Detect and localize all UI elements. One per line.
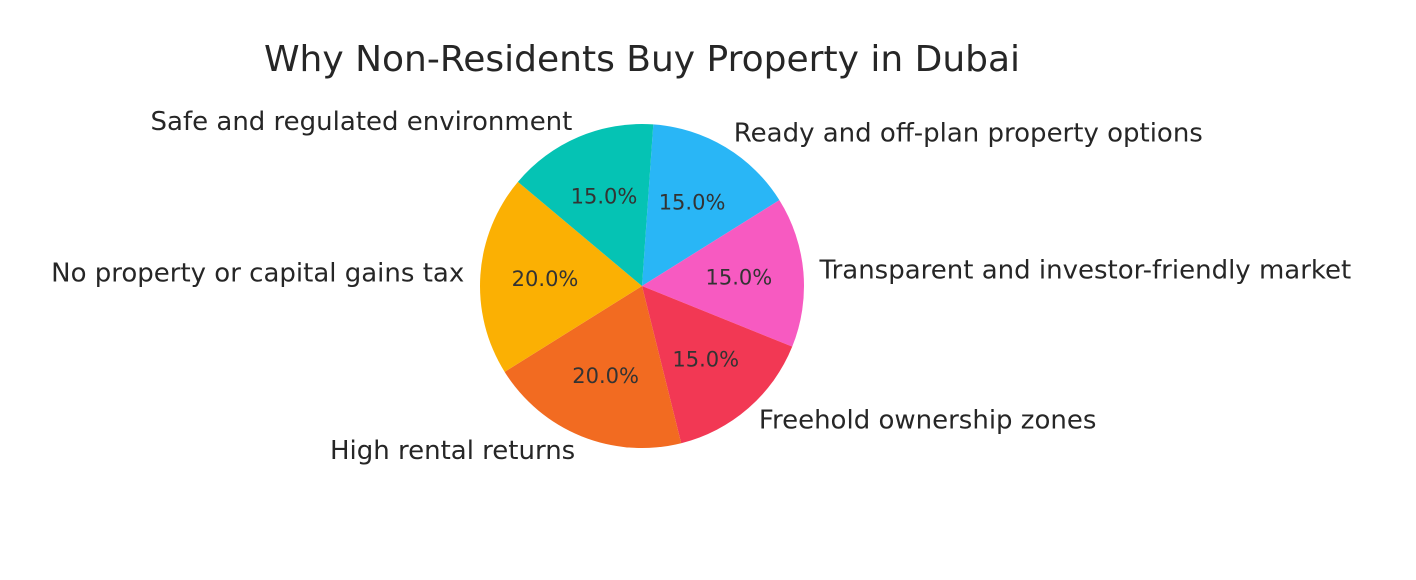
slice-label-2: Freehold ownership zones <box>759 405 1096 435</box>
pie-slice-4 <box>480 181 642 372</box>
slice-label-4: No property or capital gains tax <box>51 259 464 289</box>
percent-label-4: 20.0% <box>512 267 579 291</box>
percent-label-5: 15.0% <box>571 185 638 209</box>
pie-slice-2 <box>642 286 793 444</box>
percent-label-3: 20.0% <box>572 364 639 388</box>
slice-label-3: High rental returns <box>330 436 575 466</box>
pie-slice-3 <box>504 286 682 448</box>
pie-slices <box>480 124 804 448</box>
slice-label-1: Transparent and investor-friendly market <box>819 255 1352 285</box>
slice-label-0: Ready and off-plan property options <box>734 118 1203 148</box>
percent-label-2: 15.0% <box>672 347 739 371</box>
pie-slice-5 <box>517 124 654 286</box>
percent-label-0: 15.0% <box>659 191 726 215</box>
chart-title: Why Non-Residents Buy Property in Dubai <box>264 39 1020 80</box>
slice-labels: Ready and off-plan property options Trans… <box>51 107 1351 466</box>
percent-label-1: 15.0% <box>705 266 772 290</box>
pie-slice-1 <box>642 200 804 347</box>
slice-label-5: Safe and regulated environment <box>151 107 573 137</box>
percent-labels: 15.0% 15.0% 15.0% 20.0% 20.0% 15.0% <box>512 185 773 389</box>
pie-slice-0 <box>642 124 780 286</box>
